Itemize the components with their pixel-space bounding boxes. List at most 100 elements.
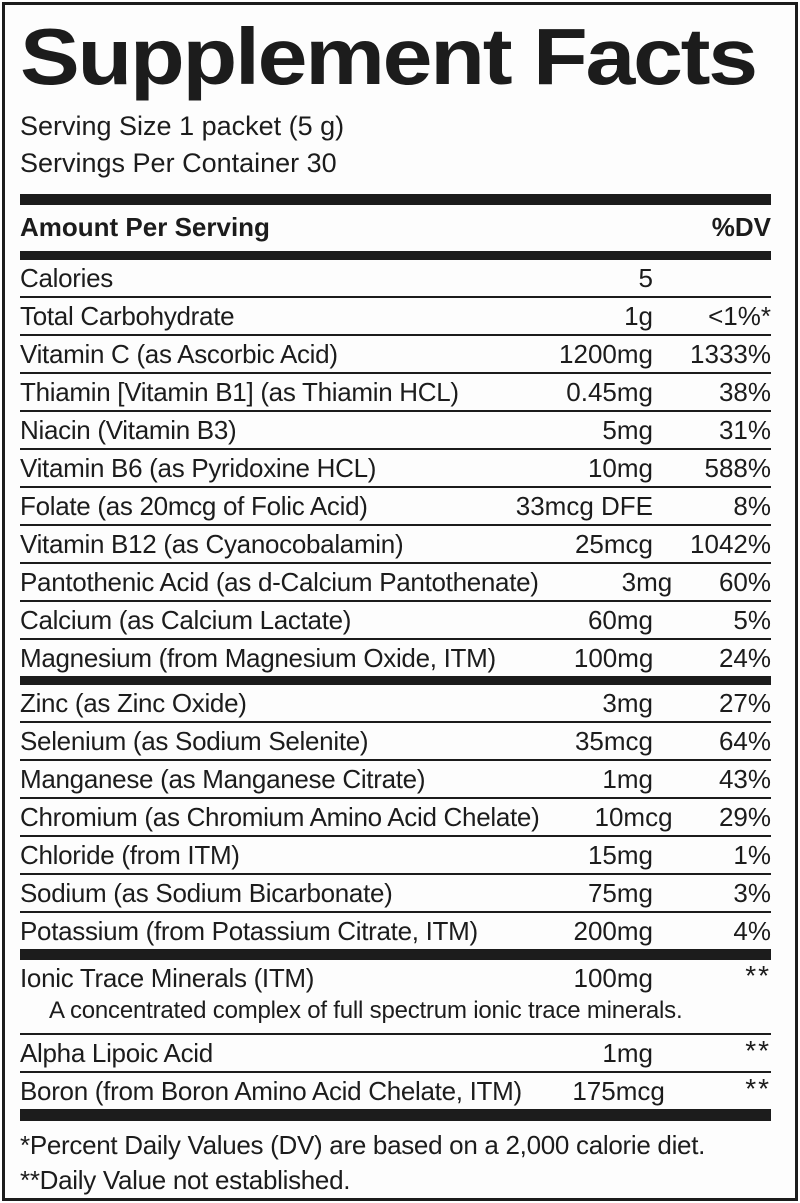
table-section: Calories 5 Total Carbohydrate 1g <1%* Vi…: [20, 260, 771, 676]
table-row-line: Calcium (as Calcium Lactate) 60mg 5%: [20, 602, 771, 638]
nutrient-dv: 3%: [733, 877, 771, 908]
amount-per-serving-header: Amount Per Serving: [20, 212, 270, 242]
dv-header: %DV: [711, 212, 771, 242]
table-row-line: Folate (as 20mcg of Folic Acid) 33mcg DF…: [20, 488, 771, 524]
table-row: Manganese (as Manganese Citrate) 1mg 43%: [20, 759, 771, 797]
nutrient-name: Chromium (as Chromium Amino Acid Chelate…: [20, 801, 540, 832]
table-row-line: Pantothenic Acid (as d-Calcium Pantothen…: [20, 564, 771, 600]
nutrient-dv: 31%: [718, 414, 771, 445]
nutrient-dv: 4%: [733, 915, 771, 946]
table-row-line: Sodium (as Sodium Bicarbonate) 75mg 3%: [20, 875, 771, 911]
table-row: Thiamin [Vitamin B1] (as Thiamin HCL) 0.…: [20, 372, 771, 410]
nutrient-name: Selenium (as Sodium Selenite): [20, 725, 369, 756]
nutrient-dv: 5%: [733, 604, 771, 635]
nutrient-amount: 35mcg: [574, 725, 653, 756]
table-row-line: Magnesium (from Magnesium Oxide, ITM) 10…: [20, 640, 771, 676]
nutrient-dv: 27%: [718, 687, 771, 718]
nutrient-amount: 1mg: [602, 1037, 653, 1068]
nutrient-dv: 60%: [718, 566, 771, 597]
table-row: Magnesium (from Magnesium Oxide, ITM) 10…: [20, 638, 771, 676]
table-row-line: Calories 5: [20, 260, 771, 296]
footnote-daily-values: *Percent Daily Values (DV) are based on …: [20, 1130, 706, 1160]
nutrient-amount: 60mg: [587, 604, 653, 635]
nutrient-dv: 24%: [718, 642, 771, 673]
table-row-line: Vitamin B6 (as Pyridoxine HCL) 10mg 588%: [20, 450, 771, 486]
nutrient-dv: **: [745, 960, 771, 991]
nutrient-dv: 43%: [718, 763, 771, 794]
serving-info: Serving Size 1 packet (5 g) Servings Per…: [20, 108, 771, 182]
table-row: Vitamin B12 (as Cyanocobalamin) 25mcg 10…: [20, 524, 771, 562]
page-title: Supplement Facts: [20, 12, 758, 101]
nutrient-amount: 3mg: [602, 687, 653, 718]
table-row-line: Selenium (as Sodium Selenite) 35mcg 64%: [20, 723, 771, 759]
nutrient-amount: 10mg: [587, 452, 653, 483]
table-row: Sodium (as Sodium Bicarbonate) 75mg 3%: [20, 873, 771, 911]
table-row: Ionic Trace Minerals (ITM) 100mg ** A co…: [20, 960, 771, 1033]
table-row: Niacin (Vitamin B3) 5mg 31%: [20, 410, 771, 448]
table-row: Chloride (from ITM) 15mg 1%: [20, 835, 771, 873]
nutrient-amount: 1mg: [602, 763, 653, 794]
table-row-line: Chromium (as Chromium Amino Acid Chelate…: [20, 799, 771, 835]
nutrient-name: Zinc (as Zinc Oxide): [20, 687, 247, 718]
nutrient-amount: 3mg: [621, 566, 673, 597]
nutrient-name: Pantothenic Acid (as d-Calcium Pantothen…: [20, 566, 539, 597]
nutrient-dv: 1042%: [690, 528, 771, 559]
table-row: Calories 5: [20, 260, 771, 296]
nutrient-name: Total Carbohydrate: [20, 300, 235, 331]
nutrient-name: Folate (as 20mcg of Folic Acid): [20, 490, 368, 521]
nutrient-name: Sodium (as Sodium Bicarbonate): [20, 877, 393, 908]
table-row: Total Carbohydrate 1g <1%*: [20, 296, 771, 334]
serving-size-text: Serving Size 1 packet (5 g): [20, 111, 345, 141]
table-row: Pantothenic Acid (as d-Calcium Pantothen…: [20, 562, 771, 600]
table-row-line: Manganese (as Manganese Citrate) 1mg 43%: [20, 761, 771, 797]
table-row-line: Boron (from Boron Amino Acid Chelate, IT…: [20, 1073, 771, 1109]
table-row-line: Chloride (from ITM) 15mg 1%: [20, 837, 771, 873]
nutrient-name: Calories: [20, 262, 113, 293]
table-row: Calcium (as Calcium Lactate) 60mg 5%: [20, 600, 771, 638]
nutrient-dv: 1%: [733, 839, 771, 870]
nutrient-name: Calcium (as Calcium Lactate): [20, 604, 352, 635]
table-row-line: Alpha Lipoic Acid 1mg **: [20, 1035, 771, 1071]
nutrient-amount: 5mg: [602, 414, 653, 445]
nutrient-amount: 175mcg: [572, 1075, 665, 1106]
nutrient-amount: 75mg: [587, 877, 653, 908]
nutrient-amount: 33mcg DFE: [515, 490, 653, 521]
nutrient-dv: 1333%: [690, 338, 771, 369]
table-row: Alpha Lipoic Acid 1mg **: [20, 1033, 771, 1071]
table-row-line: Thiamin [Vitamin B1] (as Thiamin HCL) 0.…: [20, 374, 771, 410]
table-row: Zinc (as Zinc Oxide) 3mg 27%: [20, 685, 771, 721]
section-divider-bar: [20, 676, 771, 685]
nutrient-name: Boron (from Boron Amino Acid Chelate, IT…: [20, 1075, 522, 1106]
table-row: Selenium (as Sodium Selenite) 35mcg 64%: [20, 721, 771, 759]
table-row: Vitamin C (as Ascorbic Acid) 1200mg 1333…: [20, 334, 771, 372]
nutrient-dv: **: [745, 1073, 771, 1104]
table-row-line: Vitamin C (as Ascorbic Acid) 1200mg 1333…: [20, 336, 771, 372]
table-row: Chromium (as Chromium Amino Acid Chelate…: [20, 797, 771, 835]
table-header: Amount Per Serving %DV: [20, 205, 771, 251]
table-row: Vitamin B6 (as Pyridoxine HCL) 10mg 588%: [20, 448, 771, 486]
nutrient-name: Ionic Trace Minerals (ITM): [20, 962, 315, 993]
nutrient-amount: 0.45mg: [566, 376, 653, 407]
nutrient-dv: 8%: [733, 490, 771, 521]
nutrient-dv: 29%: [718, 801, 771, 832]
table-row: Folate (as 20mcg of Folic Acid) 33mcg DF…: [20, 486, 771, 524]
nutrient-name: Magnesium (from Magnesium Oxide, ITM): [20, 642, 496, 673]
nutrient-name: Chloride (from ITM): [20, 839, 240, 870]
table-row-line: Potassium (from Potassium Citrate, ITM) …: [20, 913, 771, 949]
table-row: Boron (from Boron Amino Acid Chelate, IT…: [20, 1071, 771, 1109]
nutrient-dv: 588%: [704, 452, 772, 483]
nutrient-name: Potassium (from Potassium Citrate, ITM): [20, 915, 478, 946]
nutrient-name: Vitamin C (as Ascorbic Acid): [20, 338, 338, 369]
nutrient-amount: 25mcg: [574, 528, 653, 559]
nutrient-note: A concentrated complex of full spectrum …: [49, 997, 683, 1024]
servings-per-container-text: Servings Per Container 30: [20, 148, 337, 178]
table-row-line: Niacin (Vitamin B3) 5mg 31%: [20, 412, 771, 448]
nutrient-amount: 200mg: [573, 915, 654, 946]
nutrient-amount: 15mg: [587, 839, 653, 870]
nutrient-name: Vitamin B6 (as Pyridoxine HCL): [20, 452, 377, 483]
table-section: Ionic Trace Minerals (ITM) 100mg ** A co…: [20, 960, 771, 1109]
nutrient-amount: 100mg: [573, 642, 654, 673]
footnote-not-established: **Daily Value not established.: [20, 1165, 351, 1195]
divider-bar-top: [20, 194, 771, 205]
